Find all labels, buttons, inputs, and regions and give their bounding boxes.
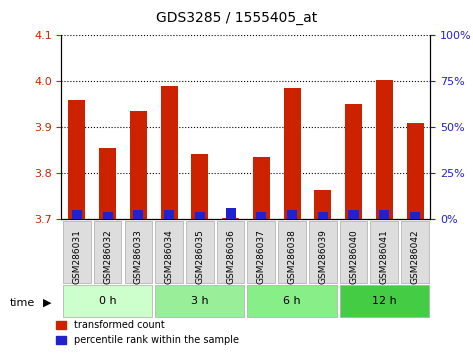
Bar: [253, 158, 270, 219]
FancyBboxPatch shape: [340, 221, 368, 283]
FancyBboxPatch shape: [63, 285, 152, 317]
Text: 0 h: 0 h: [99, 296, 116, 306]
Bar: [287, 210, 297, 219]
Bar: [161, 86, 177, 219]
Text: GSM286040: GSM286040: [349, 229, 358, 284]
Bar: [318, 212, 328, 219]
Bar: [99, 148, 116, 219]
FancyBboxPatch shape: [309, 221, 337, 283]
Text: GSM286031: GSM286031: [72, 229, 81, 284]
Bar: [256, 212, 266, 219]
Text: GSM286038: GSM286038: [288, 229, 297, 284]
Bar: [133, 210, 143, 219]
FancyBboxPatch shape: [247, 221, 275, 283]
FancyBboxPatch shape: [370, 221, 398, 283]
Text: 3 h: 3 h: [191, 296, 209, 306]
FancyBboxPatch shape: [340, 285, 429, 317]
Bar: [192, 154, 208, 219]
Bar: [69, 100, 85, 219]
Bar: [376, 80, 393, 219]
Text: ▶: ▶: [43, 298, 51, 308]
FancyBboxPatch shape: [217, 221, 245, 283]
Legend: transformed count, percentile rank within the sample: transformed count, percentile rank withi…: [52, 316, 243, 349]
FancyBboxPatch shape: [155, 285, 245, 317]
Text: GDS3285 / 1555405_at: GDS3285 / 1555405_at: [156, 11, 317, 25]
Bar: [103, 212, 113, 219]
FancyBboxPatch shape: [186, 221, 214, 283]
Bar: [345, 104, 362, 219]
FancyBboxPatch shape: [94, 221, 122, 283]
Bar: [226, 209, 236, 219]
Bar: [284, 88, 300, 219]
Text: time: time: [9, 298, 35, 308]
Bar: [407, 123, 423, 219]
Bar: [349, 210, 359, 219]
Text: GSM286041: GSM286041: [380, 229, 389, 284]
FancyBboxPatch shape: [124, 221, 152, 283]
FancyBboxPatch shape: [278, 221, 306, 283]
Bar: [222, 218, 239, 219]
Text: GSM286039: GSM286039: [318, 229, 327, 284]
Bar: [315, 190, 331, 219]
Bar: [195, 212, 205, 219]
Text: GSM286034: GSM286034: [165, 229, 174, 284]
Text: GSM286036: GSM286036: [226, 229, 235, 284]
Bar: [130, 112, 147, 219]
Text: 6 h: 6 h: [283, 296, 301, 306]
FancyBboxPatch shape: [401, 221, 429, 283]
FancyBboxPatch shape: [63, 221, 91, 283]
Bar: [72, 210, 82, 219]
Text: GSM286042: GSM286042: [411, 229, 420, 284]
Text: GSM286032: GSM286032: [103, 229, 112, 284]
Text: GSM286035: GSM286035: [195, 229, 204, 284]
FancyBboxPatch shape: [247, 285, 337, 317]
FancyBboxPatch shape: [155, 221, 183, 283]
Bar: [410, 212, 420, 219]
Text: GSM286037: GSM286037: [257, 229, 266, 284]
Text: 12 h: 12 h: [372, 296, 397, 306]
Bar: [379, 210, 389, 219]
Text: GSM286033: GSM286033: [134, 229, 143, 284]
Bar: [164, 210, 174, 219]
